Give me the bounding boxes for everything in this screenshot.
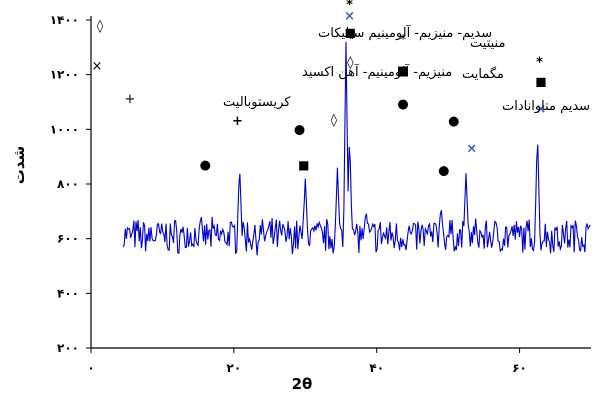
peak-marker: × — [466, 142, 477, 157]
peak-marker: × — [536, 102, 547, 117]
y-tick-label: ۴۰۰ — [57, 286, 79, 300]
legend-symbol-cristobalite: + — [125, 92, 136, 107]
peak-marker: ◊ — [347, 55, 354, 70]
legend-label-magnetite: منیتیت — [470, 36, 505, 51]
y-tick-label: ۱۴۰۰ — [50, 13, 79, 27]
peak-marker: + — [232, 114, 243, 129]
peak-marker: ■ — [298, 158, 309, 172]
peak-marker: * — [346, 0, 353, 13]
legend-label-maghemite: مگمایت — [462, 66, 504, 82]
legend-symbol-metavanadate: ● — [397, 97, 408, 112]
x-tick-label: ۰ — [87, 361, 94, 375]
series-line — [122, 41, 591, 256]
peak-marker: * — [536, 55, 543, 70]
x-tick-label: ۴۰ — [369, 361, 384, 375]
legend: سدیم- منیزیم- آلومینیم سیلیکات ◊ منیزیم-… — [92, 19, 591, 114]
peak-marker: ■ — [535, 75, 546, 89]
y-tick-label: ۶۰۰ — [57, 232, 79, 246]
legend-symbol-silicate: ◊ — [97, 19, 104, 34]
legend-label-cristobalite: کریستوبالیت — [223, 95, 291, 110]
y-tick-label: ۸۰۰ — [57, 177, 79, 191]
peak-marker: × — [344, 9, 355, 24]
legend-symbol-maghemite: ■ — [397, 64, 409, 79]
series — [122, 41, 591, 256]
peak-marker: ● — [294, 122, 305, 137]
y-axis-title: شدت — [10, 146, 28, 185]
legend-symbol-magnetite: * — [400, 33, 407, 48]
peak-marker: ● — [200, 158, 211, 173]
peak-marker: ● — [448, 114, 459, 129]
peak-marker: ● — [438, 163, 449, 178]
y-tick-label: ۱۲۰۰ — [50, 68, 79, 82]
x-axis-title: 2θ — [292, 375, 313, 393]
axes — [90, 16, 591, 349]
y-ticks: ۲۰۰ ۴۰۰ ۶۰۰ ۸۰۰ ۱۰۰۰ ۱۲۰۰ ۱۴۰۰ — [50, 13, 91, 355]
legend-label-oxide: منیزیم- آلومینیم- آهن اکسید — [302, 63, 452, 80]
x-ticks: ۰ ۲۰ ۴۰ ۶۰ — [87, 348, 527, 375]
y-tick-label: ۱۰۰۰ — [50, 122, 79, 136]
x-tick-label: ۲۰ — [227, 361, 242, 375]
peak-marker: ◊ — [331, 113, 338, 128]
peak-markers: ●+●■◊◊■×*●×●*■× — [200, 0, 547, 178]
peak-marker: ■ — [345, 25, 356, 39]
legend-label-silicate: سدیم- منیزیم- آلومینیم سیلیکات — [318, 24, 492, 41]
legend-label-metavanadate: سدیم متاوانادات — [502, 99, 590, 114]
x-tick-label: ۶۰ — [512, 361, 527, 375]
legend-symbol-oxide: × — [92, 59, 103, 74]
y-tick-label: ۲۰۰ — [57, 341, 79, 355]
